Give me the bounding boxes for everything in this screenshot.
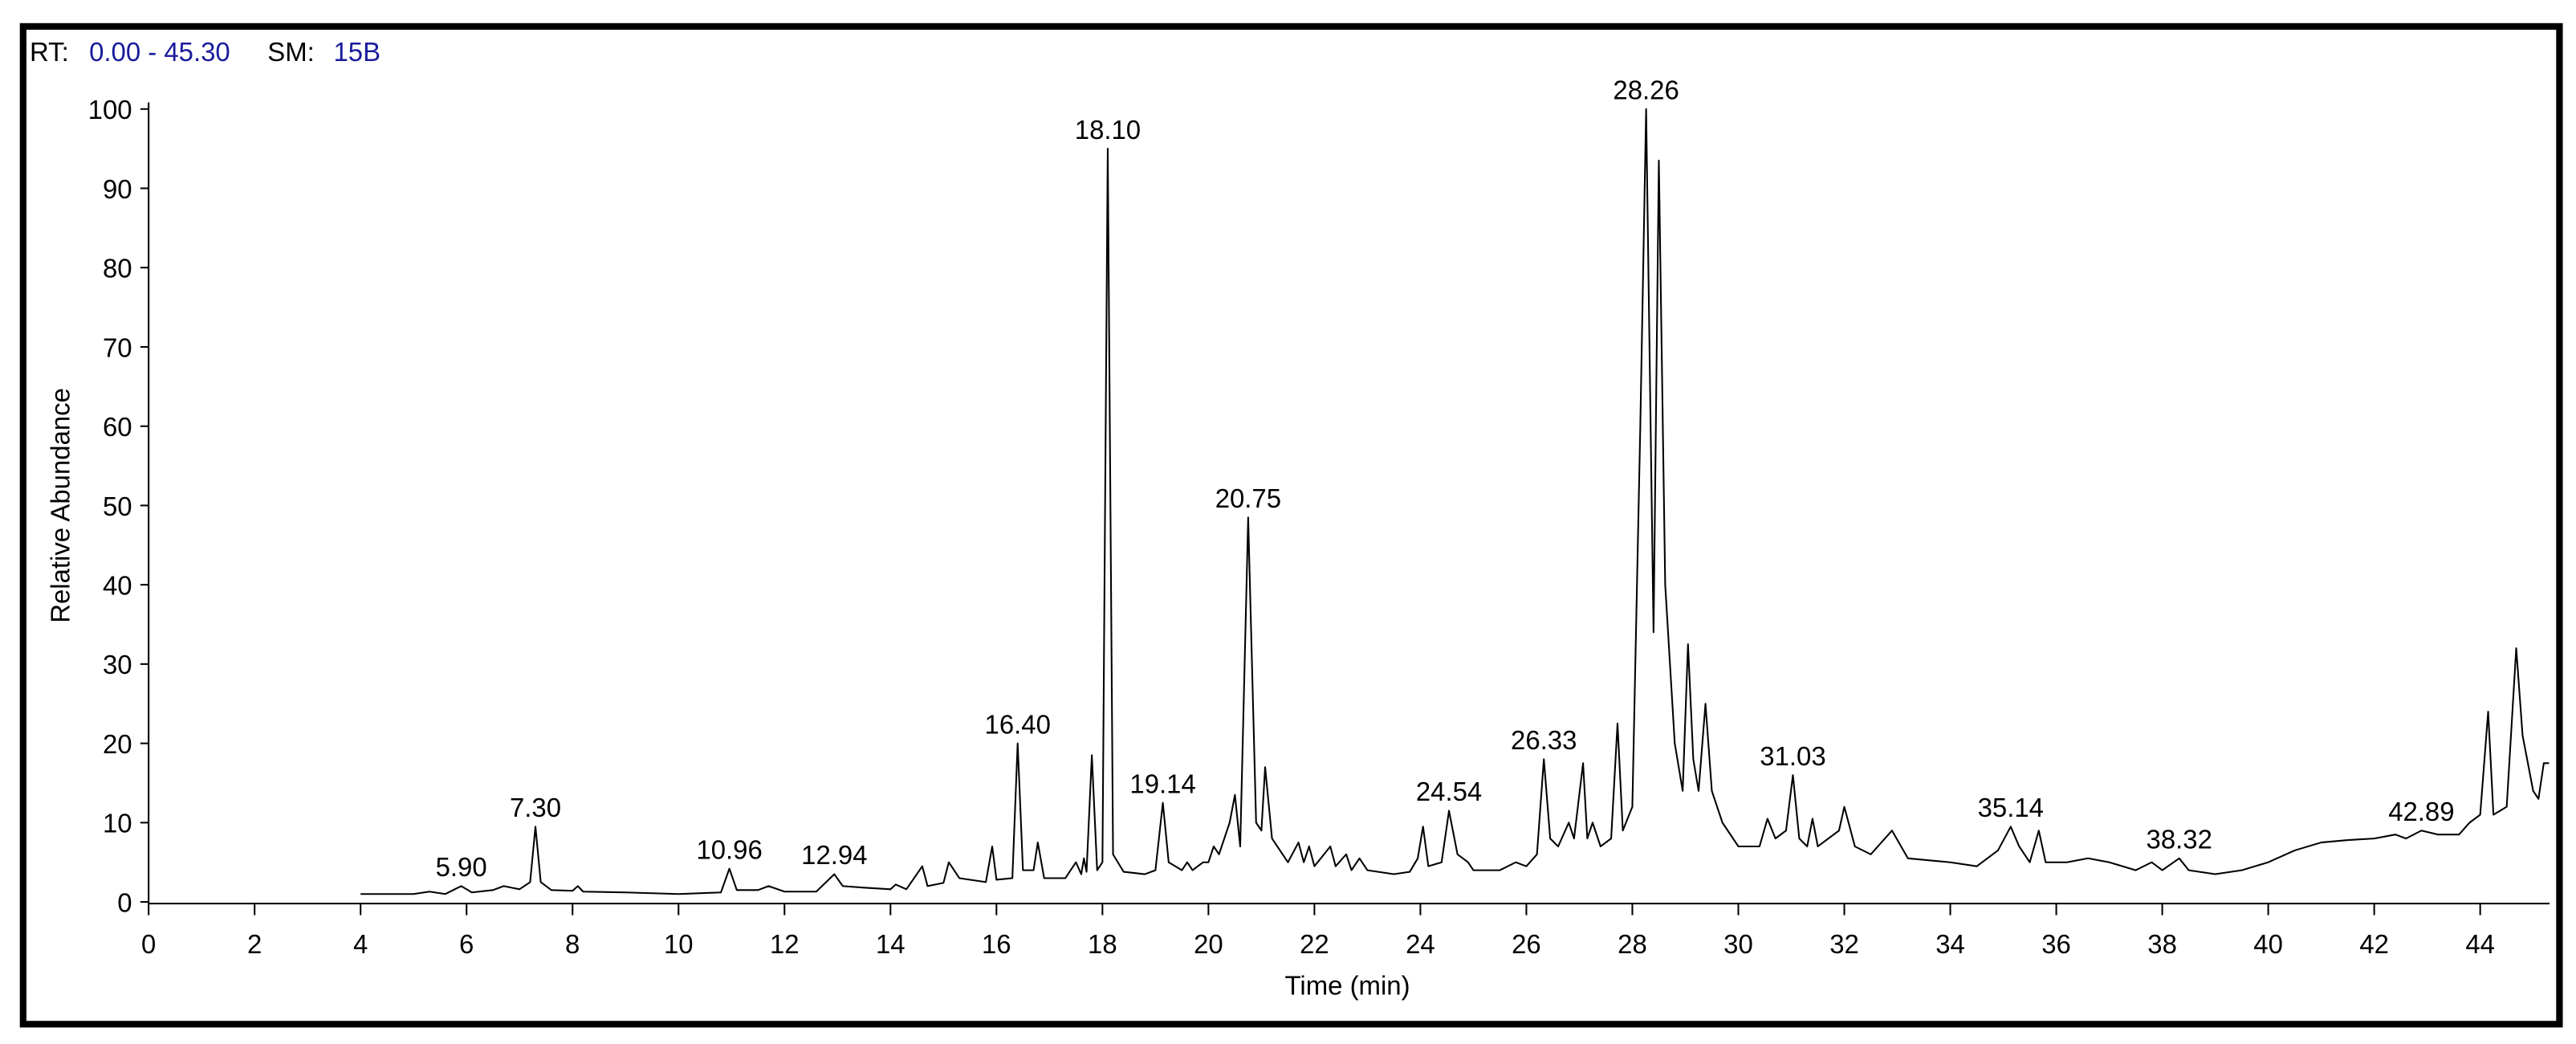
y-tick-label: 80 [103,254,132,283]
header: RT: 0.00 - 45.30 SM: 15B [30,37,380,67]
peak-label: 7.30 [510,793,561,822]
x-tick-label: 28 [1618,929,1647,959]
x-tick-label: 4 [353,929,368,959]
y-axis-title: Relative Abundance [45,388,75,623]
y-tick-label: 100 [88,95,132,124]
x-tick-label: 26 [1512,929,1541,959]
y-tick-label: 50 [103,491,132,521]
x-tick-label: 30 [1723,929,1753,959]
sm-label: SM: [267,37,315,67]
y-tick-label: 60 [103,412,132,442]
x-tick-label: 38 [2147,929,2177,959]
rt-range: 0.00 - 45.30 [89,37,230,67]
y-tick-label: 20 [103,729,132,759]
y-tick-label: 0 [117,887,132,917]
x-tick-label: 2 [247,929,262,959]
x-tick-label: 16 [982,929,1011,959]
x-tick-label: 14 [876,929,905,959]
chromatogram-trace [360,108,2550,895]
peak-label: 24.54 [1416,777,1482,806]
peak-label: 19.14 [1129,769,1195,798]
y-tick-label: 70 [103,332,132,362]
peak-label: 5.90 [436,852,487,882]
x-tick-label: 12 [770,929,800,959]
x-tick-label: 34 [1935,929,1965,959]
x-tick-label: 18 [1088,929,1117,959]
sm-value: 15B [334,37,381,67]
y-tick-label: 90 [103,174,132,204]
y-tick-label: 40 [103,571,132,601]
x-tick-label: 44 [2465,929,2495,959]
peak-label: 28.26 [1613,75,1679,104]
y-tick-label: 10 [103,809,132,838]
x-tick-label: 6 [459,929,474,959]
x-tick-label: 42 [2359,929,2389,959]
x-axis-title: Time (min) [1285,970,1410,1000]
x-tick-label: 22 [1300,929,1329,959]
peak-label: 16.40 [985,709,1051,739]
x-tick-label: 8 [565,929,580,959]
peak-label: 42.89 [2388,797,2454,826]
peak-label: 35.14 [1978,793,2044,822]
x-tick-label: 36 [2041,929,2071,959]
peak-label: 20.75 [1215,483,1281,513]
x-tick-label: 32 [1829,929,1859,959]
frame [19,22,2563,1028]
y-tick-label: 30 [103,650,132,679]
peak-label: 31.03 [1760,741,1825,771]
rt-label: RT: [30,37,69,67]
x-tick-label: 24 [1406,929,1435,959]
peak-label: 26.33 [1511,725,1577,755]
x-tick-label: 40 [2253,929,2283,959]
peak-label: 12.94 [801,840,867,870]
peak-label: 38.32 [2147,824,2212,854]
peak-label: 10.96 [696,834,762,864]
peak-label: 18.10 [1075,115,1141,145]
x-tick-label: 20 [1194,929,1223,959]
x-tick-label: 0 [141,929,156,959]
x-tick-label: 10 [664,929,694,959]
